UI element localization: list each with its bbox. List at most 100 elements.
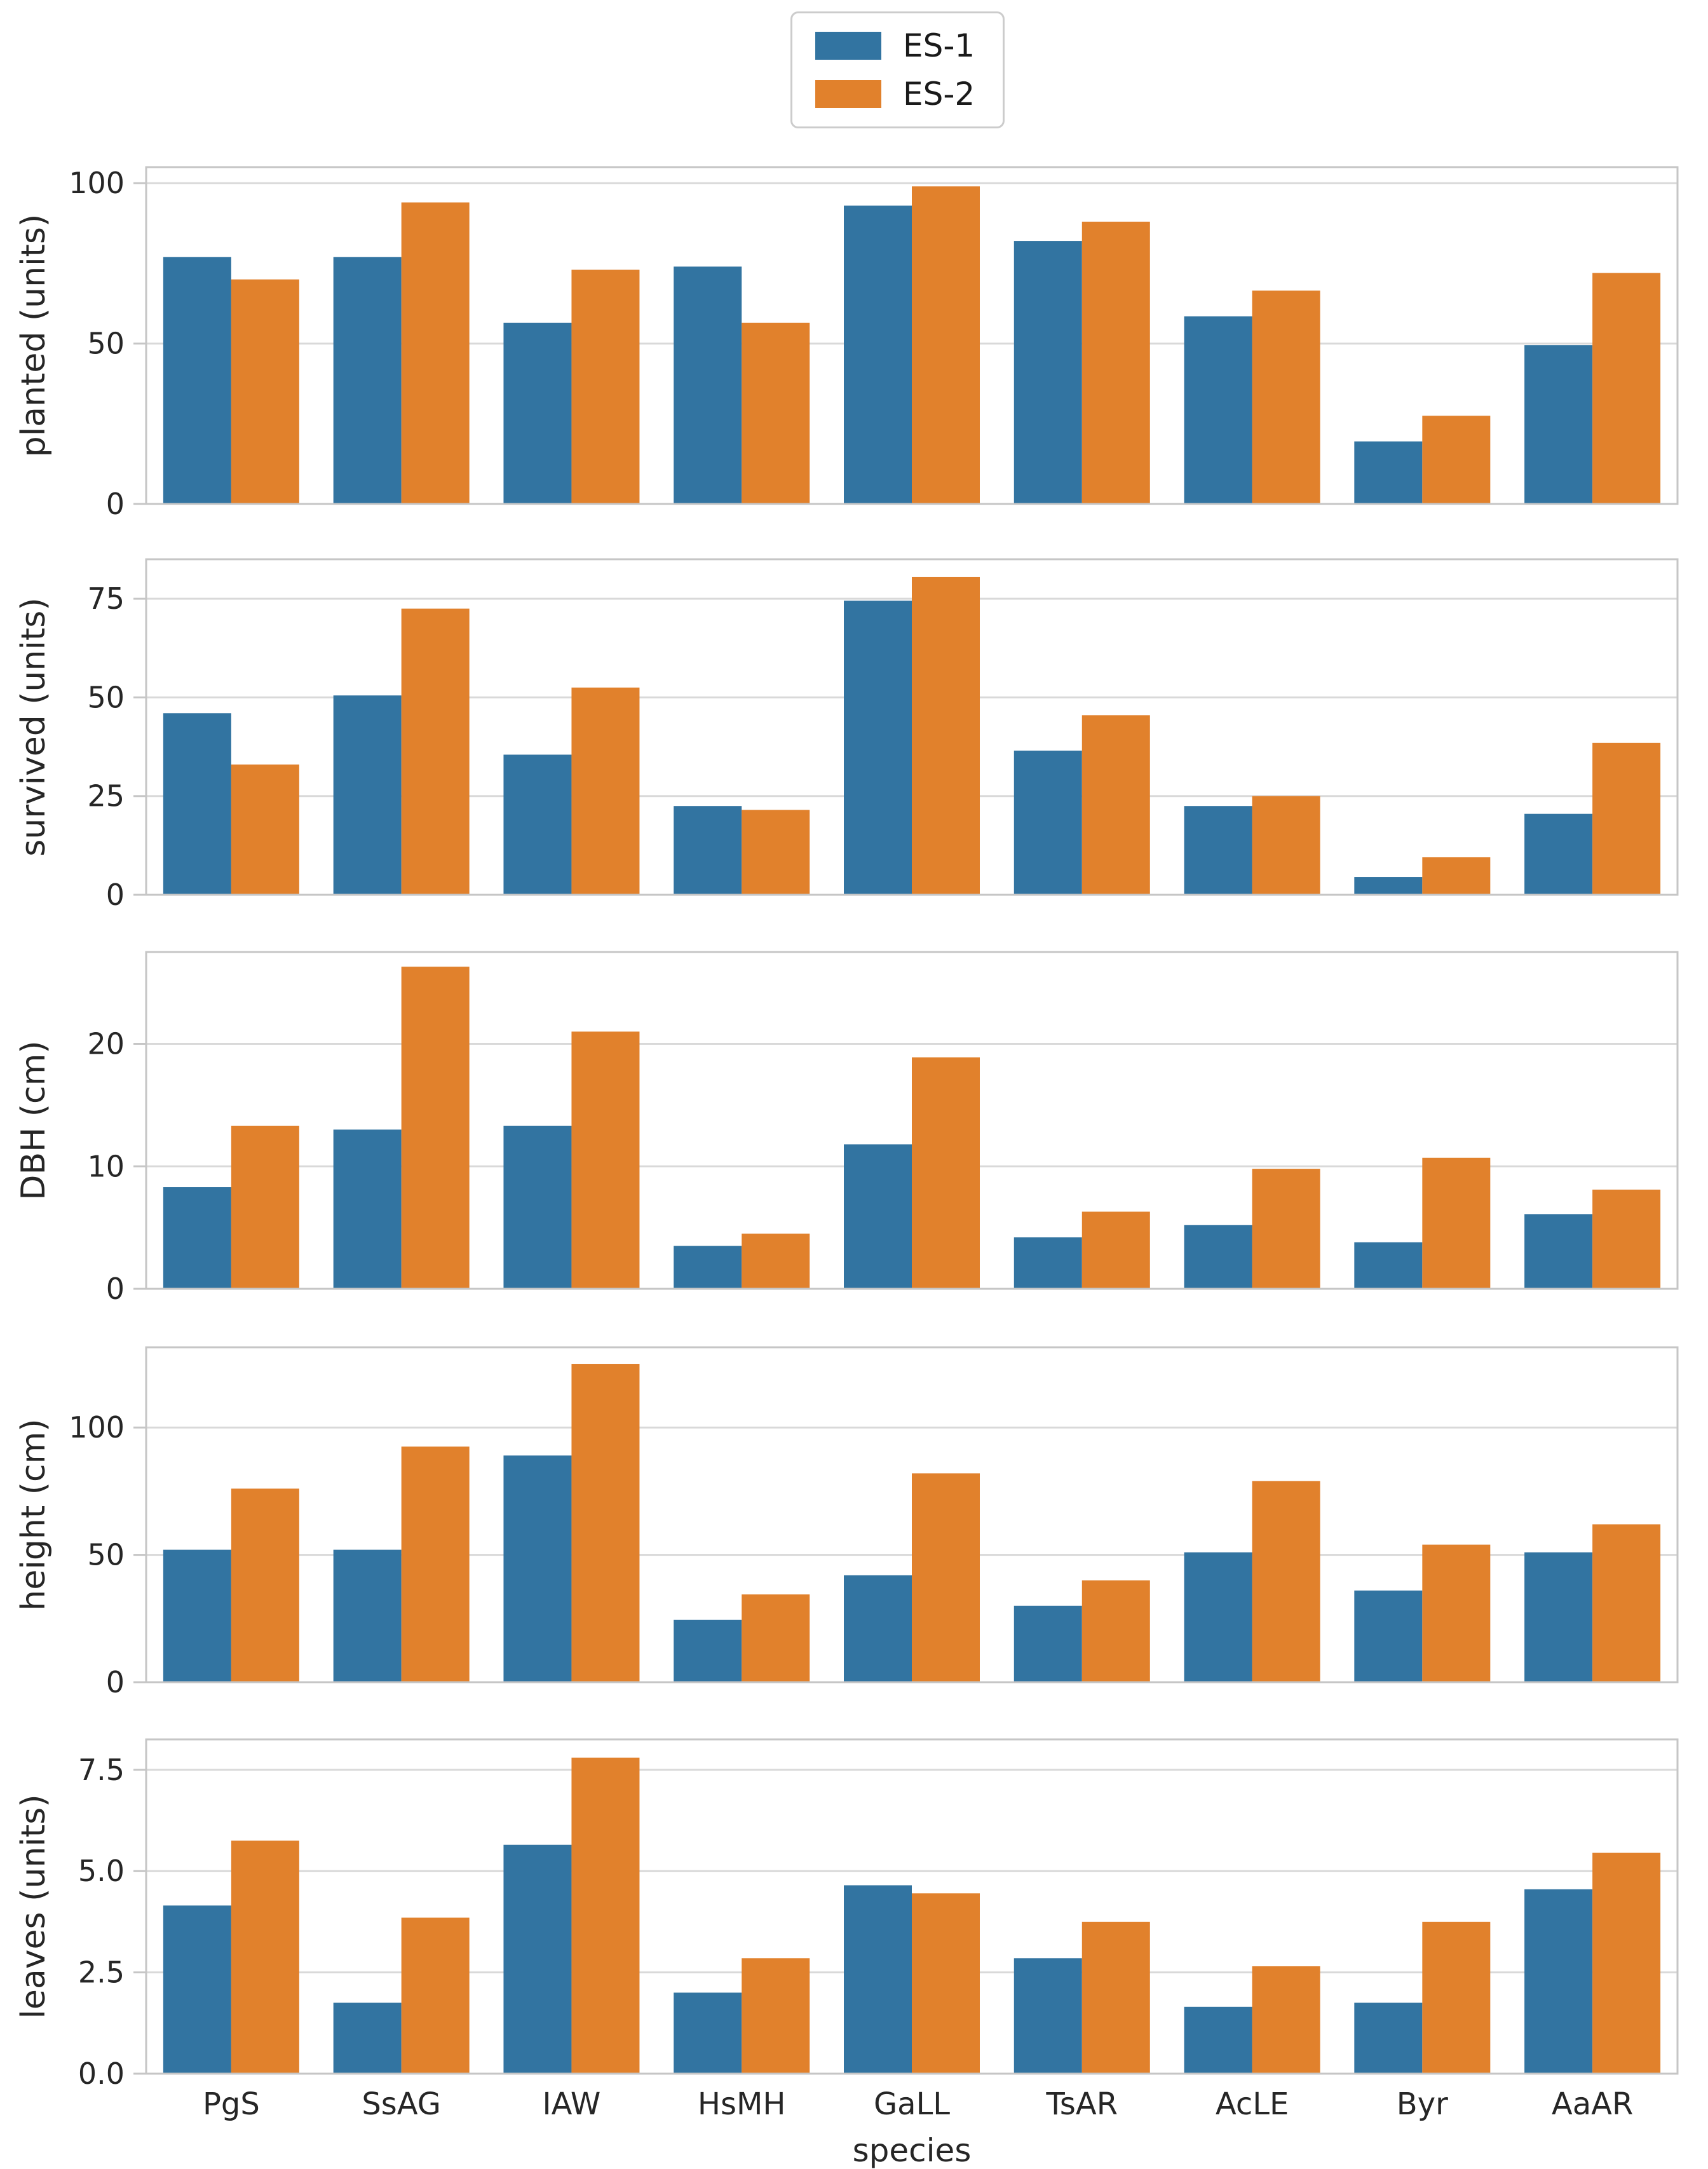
legend-item-es1: ES-1 <box>815 30 975 62</box>
axes-frame-dbh <box>145 951 1679 1290</box>
bar-height-TsAR-ES-1 <box>1013 1605 1082 1682</box>
bar-survived-AcLE-ES-1 <box>1184 806 1252 895</box>
bar-planted-TsAR-ES-1 <box>1013 241 1082 504</box>
bar-leaves-Byr-ES-2 <box>1422 1921 1491 2074</box>
bar-planted-HsMH-ES-1 <box>674 266 742 504</box>
bar-leaves-TsAR-ES-2 <box>1081 1921 1150 2074</box>
bar-dbh-SsAG-ES-1 <box>333 1129 402 1289</box>
bar-survived-GaLL-ES-1 <box>844 601 912 895</box>
ytick-label-leaves-7.5: 7.5 <box>78 1753 125 1787</box>
axes-frame-planted <box>145 166 1679 505</box>
bar-planted-TsAR-ES-2 <box>1081 221 1150 504</box>
bar-leaves-Byr-ES-1 <box>1354 2002 1423 2074</box>
bar-leaves-HsMH-ES-2 <box>742 1958 810 2074</box>
bar-planted-IAW-ES-2 <box>571 269 640 504</box>
ylabel-survived: survived (units) <box>15 597 53 856</box>
bar-leaves-TsAR-ES-1 <box>1013 1958 1082 2074</box>
bar-planted-AcLE-ES-2 <box>1252 290 1320 504</box>
xtick-label-AcLE: AcLE <box>1216 2086 1289 2122</box>
ytick-label-leaves-0: 0.0 <box>78 2057 125 2091</box>
bar-survived-AaAR-ES-1 <box>1524 813 1593 895</box>
bar-leaves-SsAG-ES-1 <box>333 2002 402 2074</box>
bar-leaves-PgS-ES-1 <box>163 1905 231 2074</box>
legend-swatch-es1 <box>815 32 881 60</box>
bar-dbh-HsMH-ES-2 <box>742 1234 810 1289</box>
ylabel-planted: planted (units) <box>15 214 53 458</box>
bar-height-AcLE-ES-2 <box>1252 1481 1320 1682</box>
bar-dbh-IAW-ES-2 <box>571 1031 640 1289</box>
bar-height-PgS-ES-2 <box>231 1488 299 1682</box>
bar-leaves-IAW-ES-1 <box>503 1844 572 2074</box>
xtick-label-HsMH: HsMH <box>698 2086 786 2122</box>
subplot-height: 0 50 100 height (cm) <box>15 1346 1679 1699</box>
bar-survived-HsMH-ES-2 <box>742 810 810 895</box>
ytick-label-planted-100: 100 <box>69 166 125 200</box>
bar-survived-IAW-ES-2 <box>571 687 640 895</box>
bar-leaves-GaLL-ES-2 <box>912 1893 980 2074</box>
bar-survived-HsMH-ES-1 <box>674 806 742 895</box>
bar-dbh-GaLL-ES-2 <box>912 1057 980 1289</box>
bar-planted-GaLL-ES-2 <box>912 186 980 504</box>
ytick-label-height-0: 0 <box>106 1665 125 1699</box>
bar-height-SsAG-ES-1 <box>333 1549 402 1682</box>
bar-leaves-AaAR-ES-2 <box>1592 1853 1661 2074</box>
bar-planted-SsAG-ES-2 <box>401 202 470 504</box>
bar-survived-Byr-ES-2 <box>1422 857 1491 895</box>
bar-planted-AcLE-ES-1 <box>1184 316 1252 504</box>
xlabel: species <box>853 2132 972 2169</box>
xtick-label-Byr: Byr <box>1397 2086 1448 2122</box>
ytick-label-dbh-20: 20 <box>87 1027 125 1061</box>
bar-planted-HsMH-ES-2 <box>742 322 810 504</box>
bar-height-HsMH-ES-1 <box>674 1619 742 1682</box>
bar-height-IAW-ES-1 <box>503 1455 572 1682</box>
bar-leaves-GaLL-ES-1 <box>844 1885 912 2074</box>
bar-dbh-TsAR-ES-1 <box>1013 1237 1082 1289</box>
subplot-survived: 0 25 50 75 survived (units) <box>15 558 1679 912</box>
bar-dbh-Byr-ES-1 <box>1354 1242 1423 1289</box>
bar-survived-TsAR-ES-2 <box>1081 715 1150 895</box>
bar-height-SsAG-ES-2 <box>401 1446 470 1682</box>
xtick-label-AaAR: AaAR <box>1552 2086 1633 2122</box>
bar-dbh-PgS-ES-2 <box>231 1125 299 1289</box>
bar-leaves-AaAR-ES-1 <box>1524 1889 1593 2074</box>
bar-planted-AaAR-ES-1 <box>1524 345 1593 504</box>
subplot-planted: 0 50 100 planted (units) <box>15 166 1679 521</box>
xtick-label-IAW: IAW <box>543 2086 601 2122</box>
ytick-label-height-50: 50 <box>87 1538 125 1572</box>
legend-label-es1: ES-1 <box>903 27 975 64</box>
bar-leaves-AcLE-ES-2 <box>1252 1966 1320 2074</box>
bar-dbh-AaAR-ES-2 <box>1592 1189 1661 1289</box>
bar-dbh-AaAR-ES-1 <box>1524 1214 1593 1289</box>
bar-dbh-IAW-ES-1 <box>503 1125 572 1289</box>
legend-swatch-es2 <box>815 80 881 108</box>
bar-planted-AaAR-ES-2 <box>1592 273 1661 504</box>
bar-dbh-Byr-ES-2 <box>1422 1157 1491 1289</box>
ytick-label-planted-50: 50 <box>87 327 125 361</box>
legend: ES-1 ES-2 <box>790 11 1005 128</box>
axes-frame-leaves <box>145 1738 1679 2075</box>
axes-frame-height <box>145 1346 1679 1683</box>
bar-dbh-PgS-ES-1 <box>163 1187 231 1289</box>
bar-survived-IAW-ES-1 <box>503 754 572 895</box>
bar-survived-SsAG-ES-2 <box>401 608 470 895</box>
xtick-label-SsAG: SsAG <box>362 2086 441 2122</box>
xtick-label-GaLL: GaLL <box>874 2086 950 2122</box>
bar-height-GaLL-ES-2 <box>912 1473 980 1682</box>
xtick-label-PgS: PgS <box>203 2086 260 2122</box>
ytick-label-leaves-5: 5.0 <box>78 1854 125 1888</box>
bar-height-Byr-ES-2 <box>1422 1544 1491 1682</box>
bar-survived-AaAR-ES-2 <box>1592 742 1661 895</box>
bar-leaves-HsMH-ES-1 <box>674 1992 742 2074</box>
bar-planted-IAW-ES-1 <box>503 322 572 504</box>
bar-survived-SsAG-ES-1 <box>333 695 402 895</box>
bar-leaves-AcLE-ES-1 <box>1184 2006 1252 2074</box>
bar-planted-Byr-ES-2 <box>1422 416 1491 504</box>
ytick-label-planted-0: 0 <box>106 487 125 521</box>
bar-survived-PgS-ES-2 <box>231 765 299 895</box>
bar-height-AaAR-ES-2 <box>1592 1524 1661 1682</box>
legend-item-es2: ES-2 <box>815 78 975 110</box>
legend-label-es2: ES-2 <box>903 76 975 112</box>
bar-leaves-SsAG-ES-2 <box>401 1917 470 2074</box>
